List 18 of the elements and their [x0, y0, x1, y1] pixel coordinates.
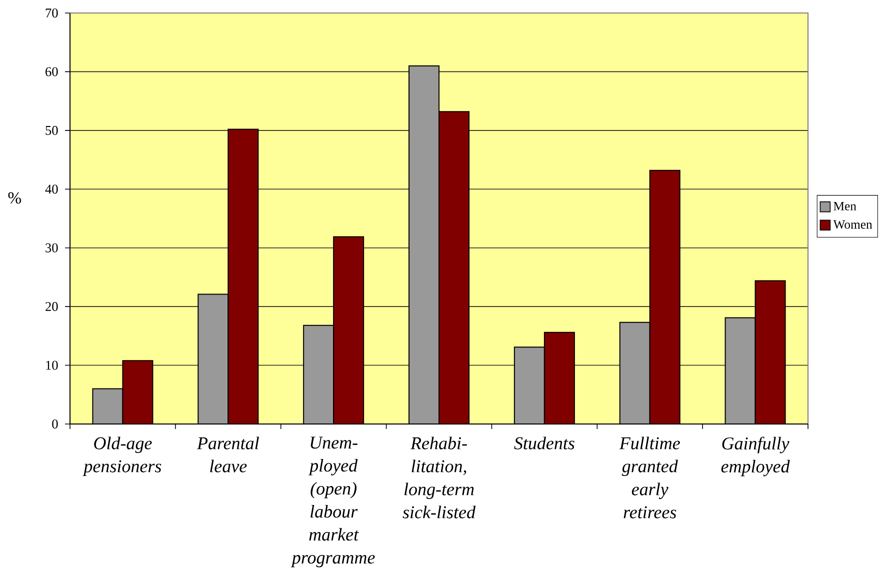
y-tick-label: 20 — [46, 302, 58, 312]
y-tick-label: 30 — [46, 243, 58, 252]
y-tick-label: 60 — [46, 67, 58, 76]
x-tick-label: Unem-ployed (open) labour market programme — [290, 436, 375, 568]
y-tick-label: 0 — [52, 419, 58, 428]
x-tick-label: Old-age pensioners — [82, 436, 162, 476]
y-axis-title: % — [8, 192, 22, 204]
y-tick-label: 10 — [46, 360, 58, 370]
x-tick-label: Students — [514, 436, 574, 450]
x-tick-label: Fulltime granted early retirees — [619, 436, 680, 518]
y-tick-label: 50 — [46, 126, 58, 135]
x-tick-label: Parental leave — [196, 436, 259, 472]
y-tick-label: 70 — [46, 8, 58, 18]
x-tick-label: Gainfully employed — [721, 436, 790, 476]
legend-label: Women — [833, 220, 872, 229]
legend-label: Men — [834, 202, 856, 210]
y-tick-label: 40 — [45, 184, 58, 194]
x-tick-label: Rehabi-litation, long-term sick-listed — [402, 436, 476, 518]
